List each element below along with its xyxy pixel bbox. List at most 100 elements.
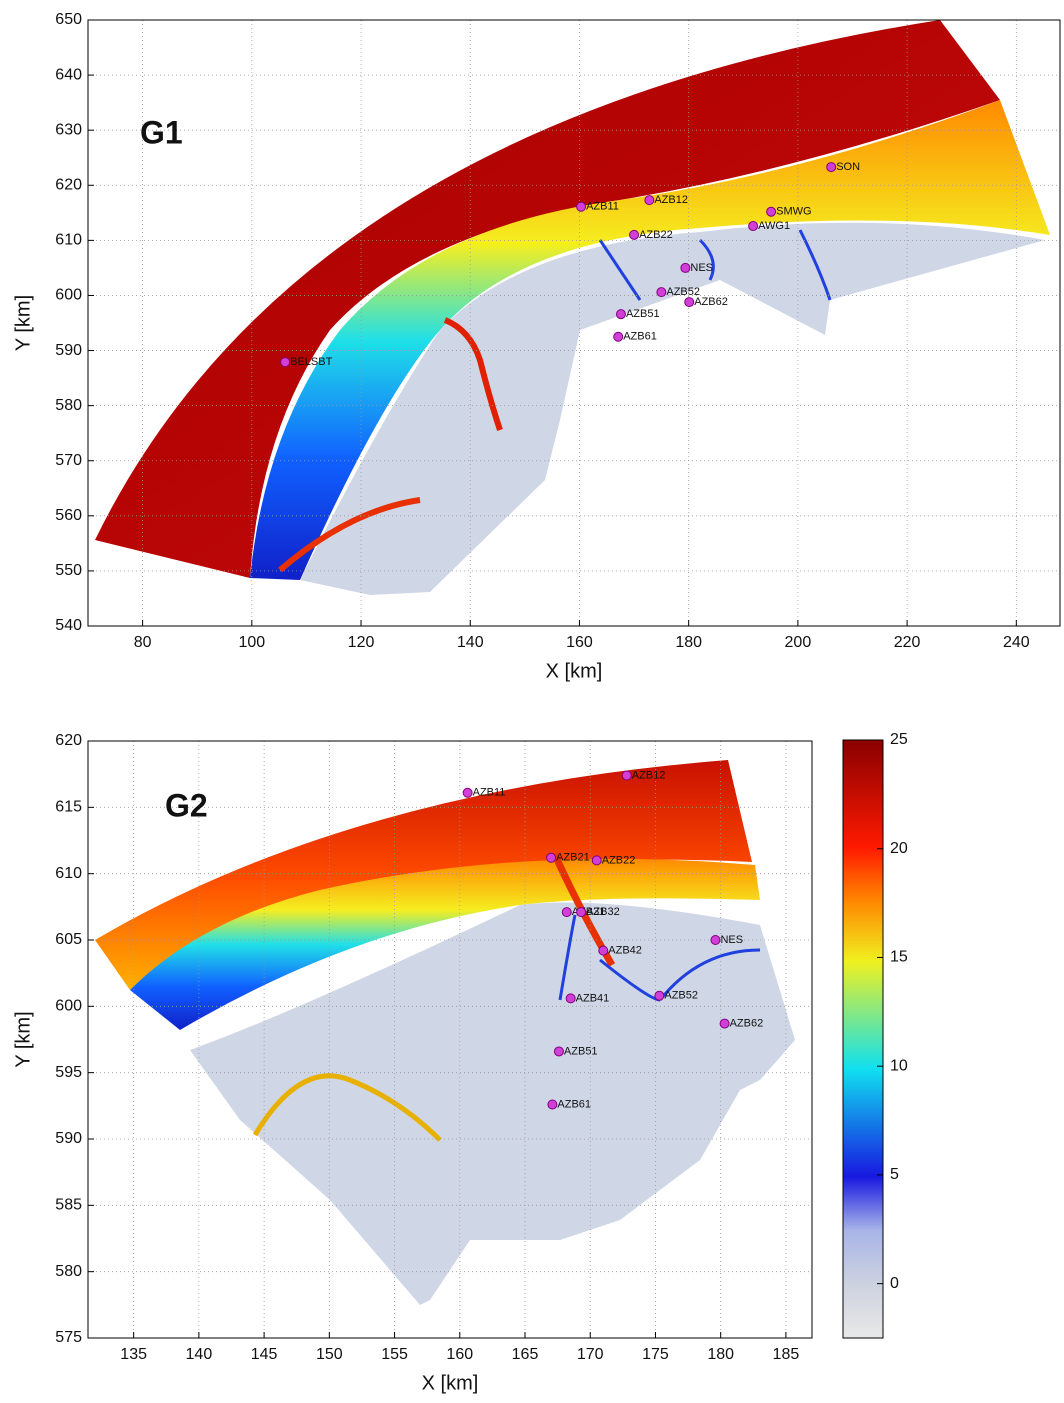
y-tick-label: 550: [55, 562, 82, 579]
station-point: [720, 1019, 729, 1028]
panel-title: G2: [165, 787, 208, 823]
station-label: AZB51: [564, 1045, 598, 1057]
station-point: [547, 853, 556, 862]
station-label: AZB12: [654, 194, 688, 206]
station-label: AZB22: [602, 854, 636, 866]
station-point: [566, 994, 575, 1003]
x-tick-label: 185: [773, 1346, 800, 1363]
station-label: NES: [720, 934, 743, 946]
y-tick-label: 595: [55, 1064, 82, 1081]
x-tick-label: 145: [251, 1346, 278, 1363]
station-point: [645, 196, 654, 205]
station-label: AZB52: [664, 990, 698, 1002]
y-axis-label: Y [km]: [12, 295, 34, 351]
x-tick-label: 140: [186, 1346, 213, 1363]
x-axis-label: X [km]: [422, 1372, 479, 1394]
y-tick-label: 600: [55, 287, 82, 304]
station-label: SON: [836, 161, 860, 173]
station-label: AZB11: [586, 201, 619, 213]
station-point: [681, 263, 690, 272]
colorbar-tick-label: 15: [890, 949, 908, 966]
station-point: [827, 163, 836, 172]
colorbar-tick-label: 5: [890, 1166, 899, 1183]
y-tick-label: 640: [55, 66, 82, 83]
y-tick-label: 575: [55, 1329, 82, 1346]
y-tick-label: 620: [55, 176, 82, 193]
station-label: AZB61: [623, 331, 657, 343]
station-label: AZB42: [608, 945, 642, 957]
colorbar-tick-label: 20: [890, 840, 908, 857]
x-tick-label: 220: [894, 634, 921, 651]
station-label: AZB21: [556, 852, 590, 864]
station-label: AZB22: [639, 229, 673, 241]
station-label: AWG1: [758, 220, 790, 232]
y-tick-label: 590: [55, 1130, 82, 1147]
station-label: AZB32: [586, 906, 620, 918]
station-point: [622, 771, 631, 780]
station-label: AZB62: [730, 1017, 764, 1029]
y-tick-label: 610: [55, 232, 82, 249]
y-tick-label: 560: [55, 507, 82, 524]
station-point: [577, 908, 586, 917]
station-label: AZB51: [626, 308, 660, 320]
y-tick-label: 650: [55, 11, 82, 28]
station-label: SMWG: [776, 206, 811, 218]
station-label: AZB12: [632, 769, 666, 781]
x-tick-label: 160: [446, 1346, 473, 1363]
colorbar-tick-label: 25: [890, 731, 908, 748]
x-tick-label: 175: [642, 1346, 669, 1363]
station-point: [599, 946, 608, 955]
station-point: [463, 788, 472, 797]
station-point: [592, 856, 601, 865]
y-tick-label: 610: [55, 865, 82, 882]
station-point: [655, 991, 664, 1000]
x-tick-label: 200: [785, 634, 812, 651]
y-tick-label: 585: [55, 1197, 82, 1214]
station-label: BELSBT: [290, 356, 332, 368]
colorbar-tick-label: 10: [890, 1057, 908, 1074]
y-tick-label: 600: [55, 998, 82, 1015]
x-tick-label: 180: [675, 634, 702, 651]
y-tick-label: 630: [55, 121, 82, 138]
station-point: [657, 288, 666, 297]
x-tick-label: 160: [566, 634, 593, 651]
y-tick-label: 615: [55, 799, 82, 816]
station-point: [554, 1047, 563, 1056]
y-tick-label: 605: [55, 931, 82, 948]
station-label: NES: [690, 262, 713, 274]
x-tick-label: 80: [134, 634, 152, 651]
station-point: [548, 1100, 557, 1109]
y-tick-label: 620: [55, 732, 82, 749]
x-tick-label: 165: [512, 1346, 539, 1363]
station-point: [767, 207, 776, 216]
station-point: [749, 222, 758, 231]
station-label: AZB11: [473, 787, 506, 799]
x-tick-label: 100: [238, 634, 265, 651]
station-point: [614, 332, 623, 341]
x-axis-label: X [km]: [546, 660, 603, 682]
x-tick-label: 150: [316, 1346, 343, 1363]
x-tick-label: 140: [457, 634, 484, 651]
bathymetry-g2: [95, 760, 795, 1305]
x-tick-label: 135: [120, 1346, 147, 1363]
y-axis-label: Y [km]: [12, 1011, 34, 1067]
station-point: [577, 202, 586, 211]
station-label: AZB41: [576, 992, 610, 1004]
panel-title: G1: [140, 114, 183, 150]
x-tick-label: 180: [707, 1346, 734, 1363]
y-tick-label: 570: [55, 452, 82, 469]
colorbar: [843, 740, 883, 1338]
station-label: AZB62: [694, 296, 728, 308]
station-point: [630, 230, 639, 239]
y-tick-label: 590: [55, 342, 82, 359]
station-point: [281, 358, 290, 367]
y-tick-label: 580: [55, 1263, 82, 1280]
x-tick-label: 240: [1003, 634, 1030, 651]
station-point: [685, 298, 694, 307]
y-tick-label: 540: [55, 617, 82, 634]
x-tick-label: 120: [348, 634, 375, 651]
x-tick-label: 155: [381, 1346, 408, 1363]
station-point: [562, 908, 571, 917]
colorbar-tick-label: 0: [890, 1275, 899, 1292]
station-label: AZB61: [557, 1098, 591, 1110]
